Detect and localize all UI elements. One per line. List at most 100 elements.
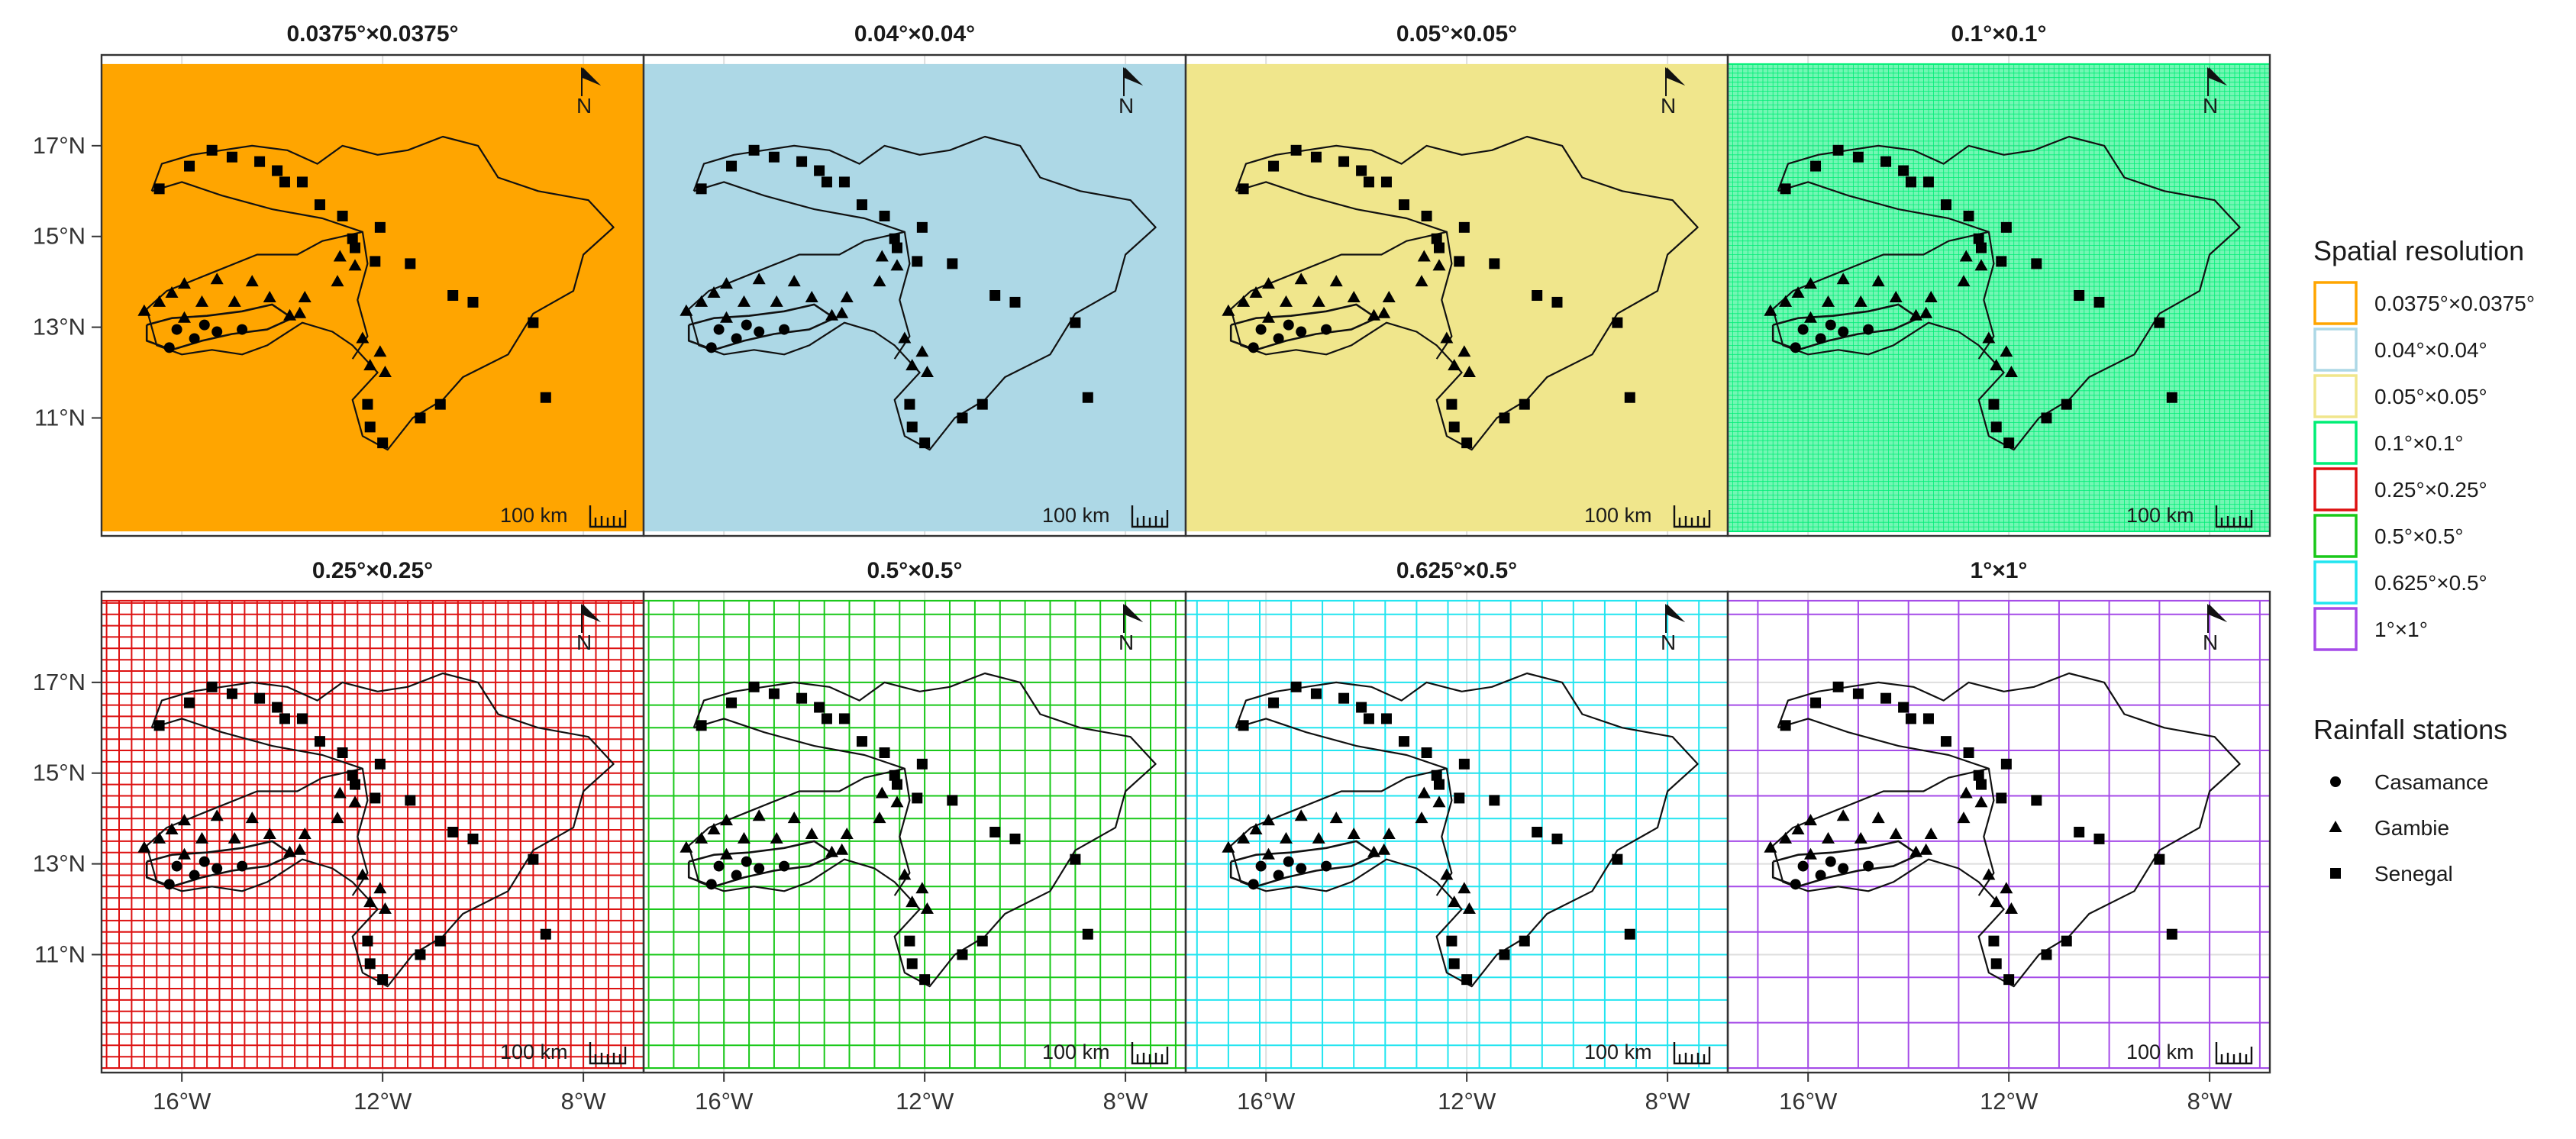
station-gambie [1222,841,1235,853]
station-senegal [374,221,386,233]
station-senegal [2166,392,2177,403]
north-arrow-icon: N [2203,604,2227,654]
station-senegal [2074,827,2085,837]
station-gambie [1959,250,1973,262]
station-gambie [920,366,934,378]
station-gambie [1982,868,1996,880]
station-senegal [889,770,900,781]
station-gambie [1382,290,1396,302]
station-senegal [838,713,850,724]
station-gambie [2004,902,2018,915]
y-tick-label: 17°N [33,669,86,695]
station-senegal [415,949,426,960]
station-senegal [1963,747,1974,758]
station-gambie [1779,295,1793,307]
station-senegal [947,795,958,806]
scale-bar-label: 100 km [500,1041,568,1063]
station-gambie [1261,311,1275,323]
station-gambie [1990,359,2003,371]
station-gambie [1871,275,1885,287]
station-senegal [1519,398,1530,410]
station-gambie [1417,250,1431,262]
station-gambie [680,304,693,316]
station-senegal [1238,720,1249,731]
station-senegal [1398,199,1409,211]
station-senegal [1990,421,2002,433]
station-gambie [137,304,151,316]
station-senegal [889,233,900,244]
station-gambie [348,795,362,808]
station-gambie [1889,827,1903,839]
station-senegal [1880,156,1892,167]
north-arrow-label: N [1661,94,1676,118]
station-senegal [1940,199,1951,211]
station-gambie [177,847,191,860]
legend-resolution-label: 0.625°×0.5° [2374,571,2487,595]
station-casamance [1815,333,1826,344]
panel-title: 0.25°×0.25° [312,558,433,583]
panel-plot-area [1728,55,2270,536]
station-senegal [957,949,968,960]
station-senegal [1551,833,1563,844]
station-senegal [1458,221,1470,233]
station-casamance [1273,333,1284,344]
station-gambie [1924,290,1938,302]
station-gambie [1415,811,1428,824]
station-casamance [237,324,248,335]
station-senegal [1356,702,1367,713]
station-senegal [1975,242,1987,253]
station-senegal [1363,713,1374,724]
station-gambie [1854,295,1867,307]
station-gambie [1919,306,1933,318]
station-senegal [1290,144,1302,156]
station-gambie [2004,366,2018,378]
station-senegal [1363,176,1374,188]
station-senegal [1489,795,1500,806]
scale-bar-ticks [1673,505,1711,528]
station-casamance [1321,860,1332,872]
station-senegal [1268,160,1280,172]
station-senegal [2003,974,2015,986]
panel-title: 0.1°×0.1° [1951,21,2047,47]
station-senegal [434,935,446,947]
panel-plot-area [102,592,644,1073]
station-senegal [415,412,426,424]
scale-bar: 100 km [500,504,627,528]
station-gambie [348,259,362,271]
station-senegal [2166,928,2177,940]
station-casamance [713,860,725,872]
panel-border [1726,590,2271,1074]
scale-bar-ticks [1131,1042,1169,1065]
station-gambie [875,786,889,799]
station-gambie [680,841,693,853]
station-gambie [835,843,849,855]
station-senegal [1996,256,2007,267]
station-gambie [228,831,241,844]
station-gambie [283,308,297,321]
resolution-grid [102,599,644,1070]
station-senegal [254,156,266,167]
station-senegal [821,713,832,724]
station-senegal [370,792,381,804]
map-panel: 0.625°×0.5° N 100 km [1184,558,1729,1074]
station-senegal [1458,758,1470,770]
station-senegal [447,290,459,301]
legend-swatch [2313,281,2358,325]
scale-bar: 100 km [2126,504,2253,528]
station-gambie [293,306,307,318]
station-gambie [1347,827,1361,839]
station-gambie [1367,308,1381,321]
station-senegal [254,692,266,704]
station-casamance [754,326,765,337]
station-senegal [2093,833,2105,844]
basin-divide [1977,768,1995,896]
station-gambie [293,843,307,855]
north-arrow-label: N [1661,631,1676,654]
station-senegal [1082,392,1093,403]
station-gambie [1764,304,1777,316]
x-tick-label: 8°W [2187,1088,2233,1115]
map-panels: 0.0375°×0.0375° N 100 km 0.04°×0.04° N 100 km… [100,21,2271,1074]
station-gambie [1261,277,1275,289]
station-senegal [1499,412,1510,424]
station-gambie [1462,902,1476,915]
